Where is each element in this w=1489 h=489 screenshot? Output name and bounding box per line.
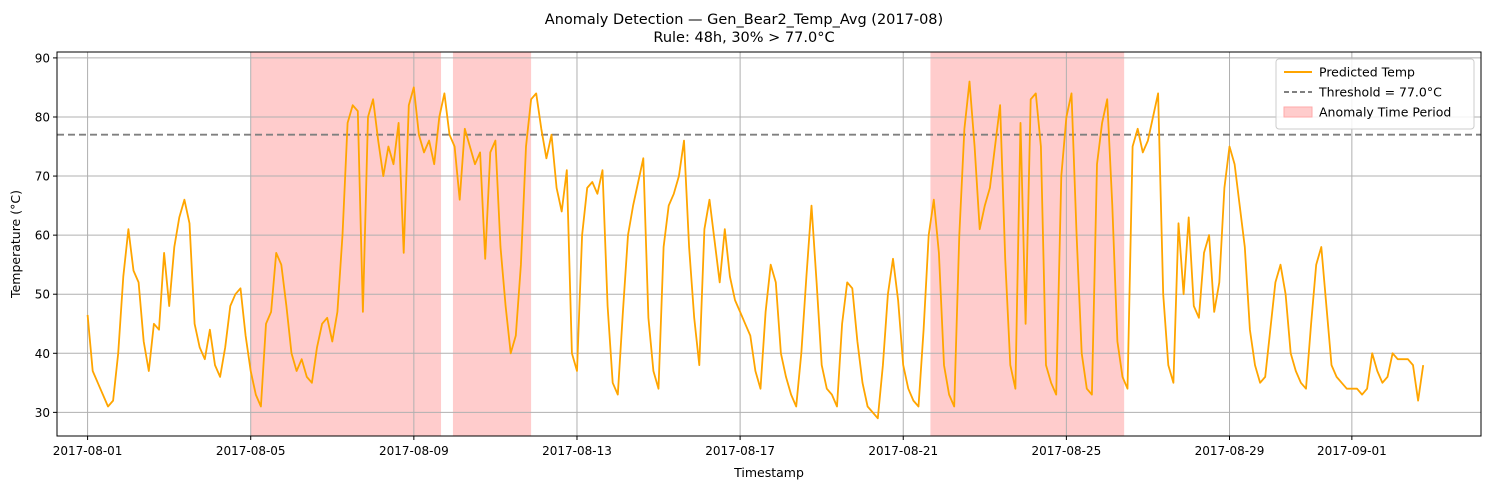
y-tick-label: 30	[35, 406, 50, 420]
y-tick-label: 60	[35, 229, 50, 243]
legend: Predicted Temp Threshold = 77.0°C Anomal…	[1275, 58, 1475, 130]
chart-title: Anomaly Detection — Gen_Bear2_Temp_Avg (…	[545, 12, 943, 28]
y-tick-label: 90	[35, 51, 50, 65]
x-tick-label: 2017-08-21	[868, 444, 938, 458]
legend-label-predicted: Predicted Temp	[1319, 65, 1415, 80]
x-tick-label: 2017-08-05	[216, 444, 286, 458]
legend-label-anomaly: Anomaly Time Period	[1319, 105, 1451, 120]
anomaly-periods	[250, 52, 1125, 436]
anomaly-period-band	[250, 52, 442, 436]
x-tick-label: 2017-08-25	[1031, 444, 1101, 458]
x-tick-label: 2017-09-01	[1317, 444, 1387, 458]
y-tick-label: 50	[35, 288, 50, 302]
anomaly-period-band	[452, 52, 532, 436]
x-tick-label: 2017-08-01	[53, 444, 123, 458]
x-tick-label: 2017-08-17	[705, 444, 775, 458]
y-axis-ticks: 30 40 50 60 70 80 90	[35, 51, 57, 420]
x-axis-ticks: 2017-08-01 2017-08-05 2017-08-09 2017-08-13…	[53, 436, 1387, 458]
y-axis-label: Temperature (°C)	[8, 190, 23, 299]
y-tick-label: 70	[35, 170, 50, 184]
legend-box	[1275, 58, 1475, 130]
legend-label-threshold: Threshold = 77.0°C	[1318, 85, 1442, 100]
x-tick-label: 2017-08-09	[379, 444, 449, 458]
y-tick-label: 80	[35, 110, 50, 124]
x-tick-label: 2017-08-13	[542, 444, 612, 458]
x-axis-label: Timestamp	[733, 465, 804, 480]
series-lines	[86, 80, 1425, 420]
chart-subtitle: Rule: 48h, 30% > 77.0°C	[653, 30, 834, 46]
x-tick-label: 2017-08-29	[1195, 444, 1265, 458]
plot-frame	[56, 51, 1482, 437]
series-line-predicted-temp	[86, 80, 1425, 420]
legend-patch-swatch	[1283, 106, 1313, 118]
y-tick-label: 40	[35, 347, 50, 361]
